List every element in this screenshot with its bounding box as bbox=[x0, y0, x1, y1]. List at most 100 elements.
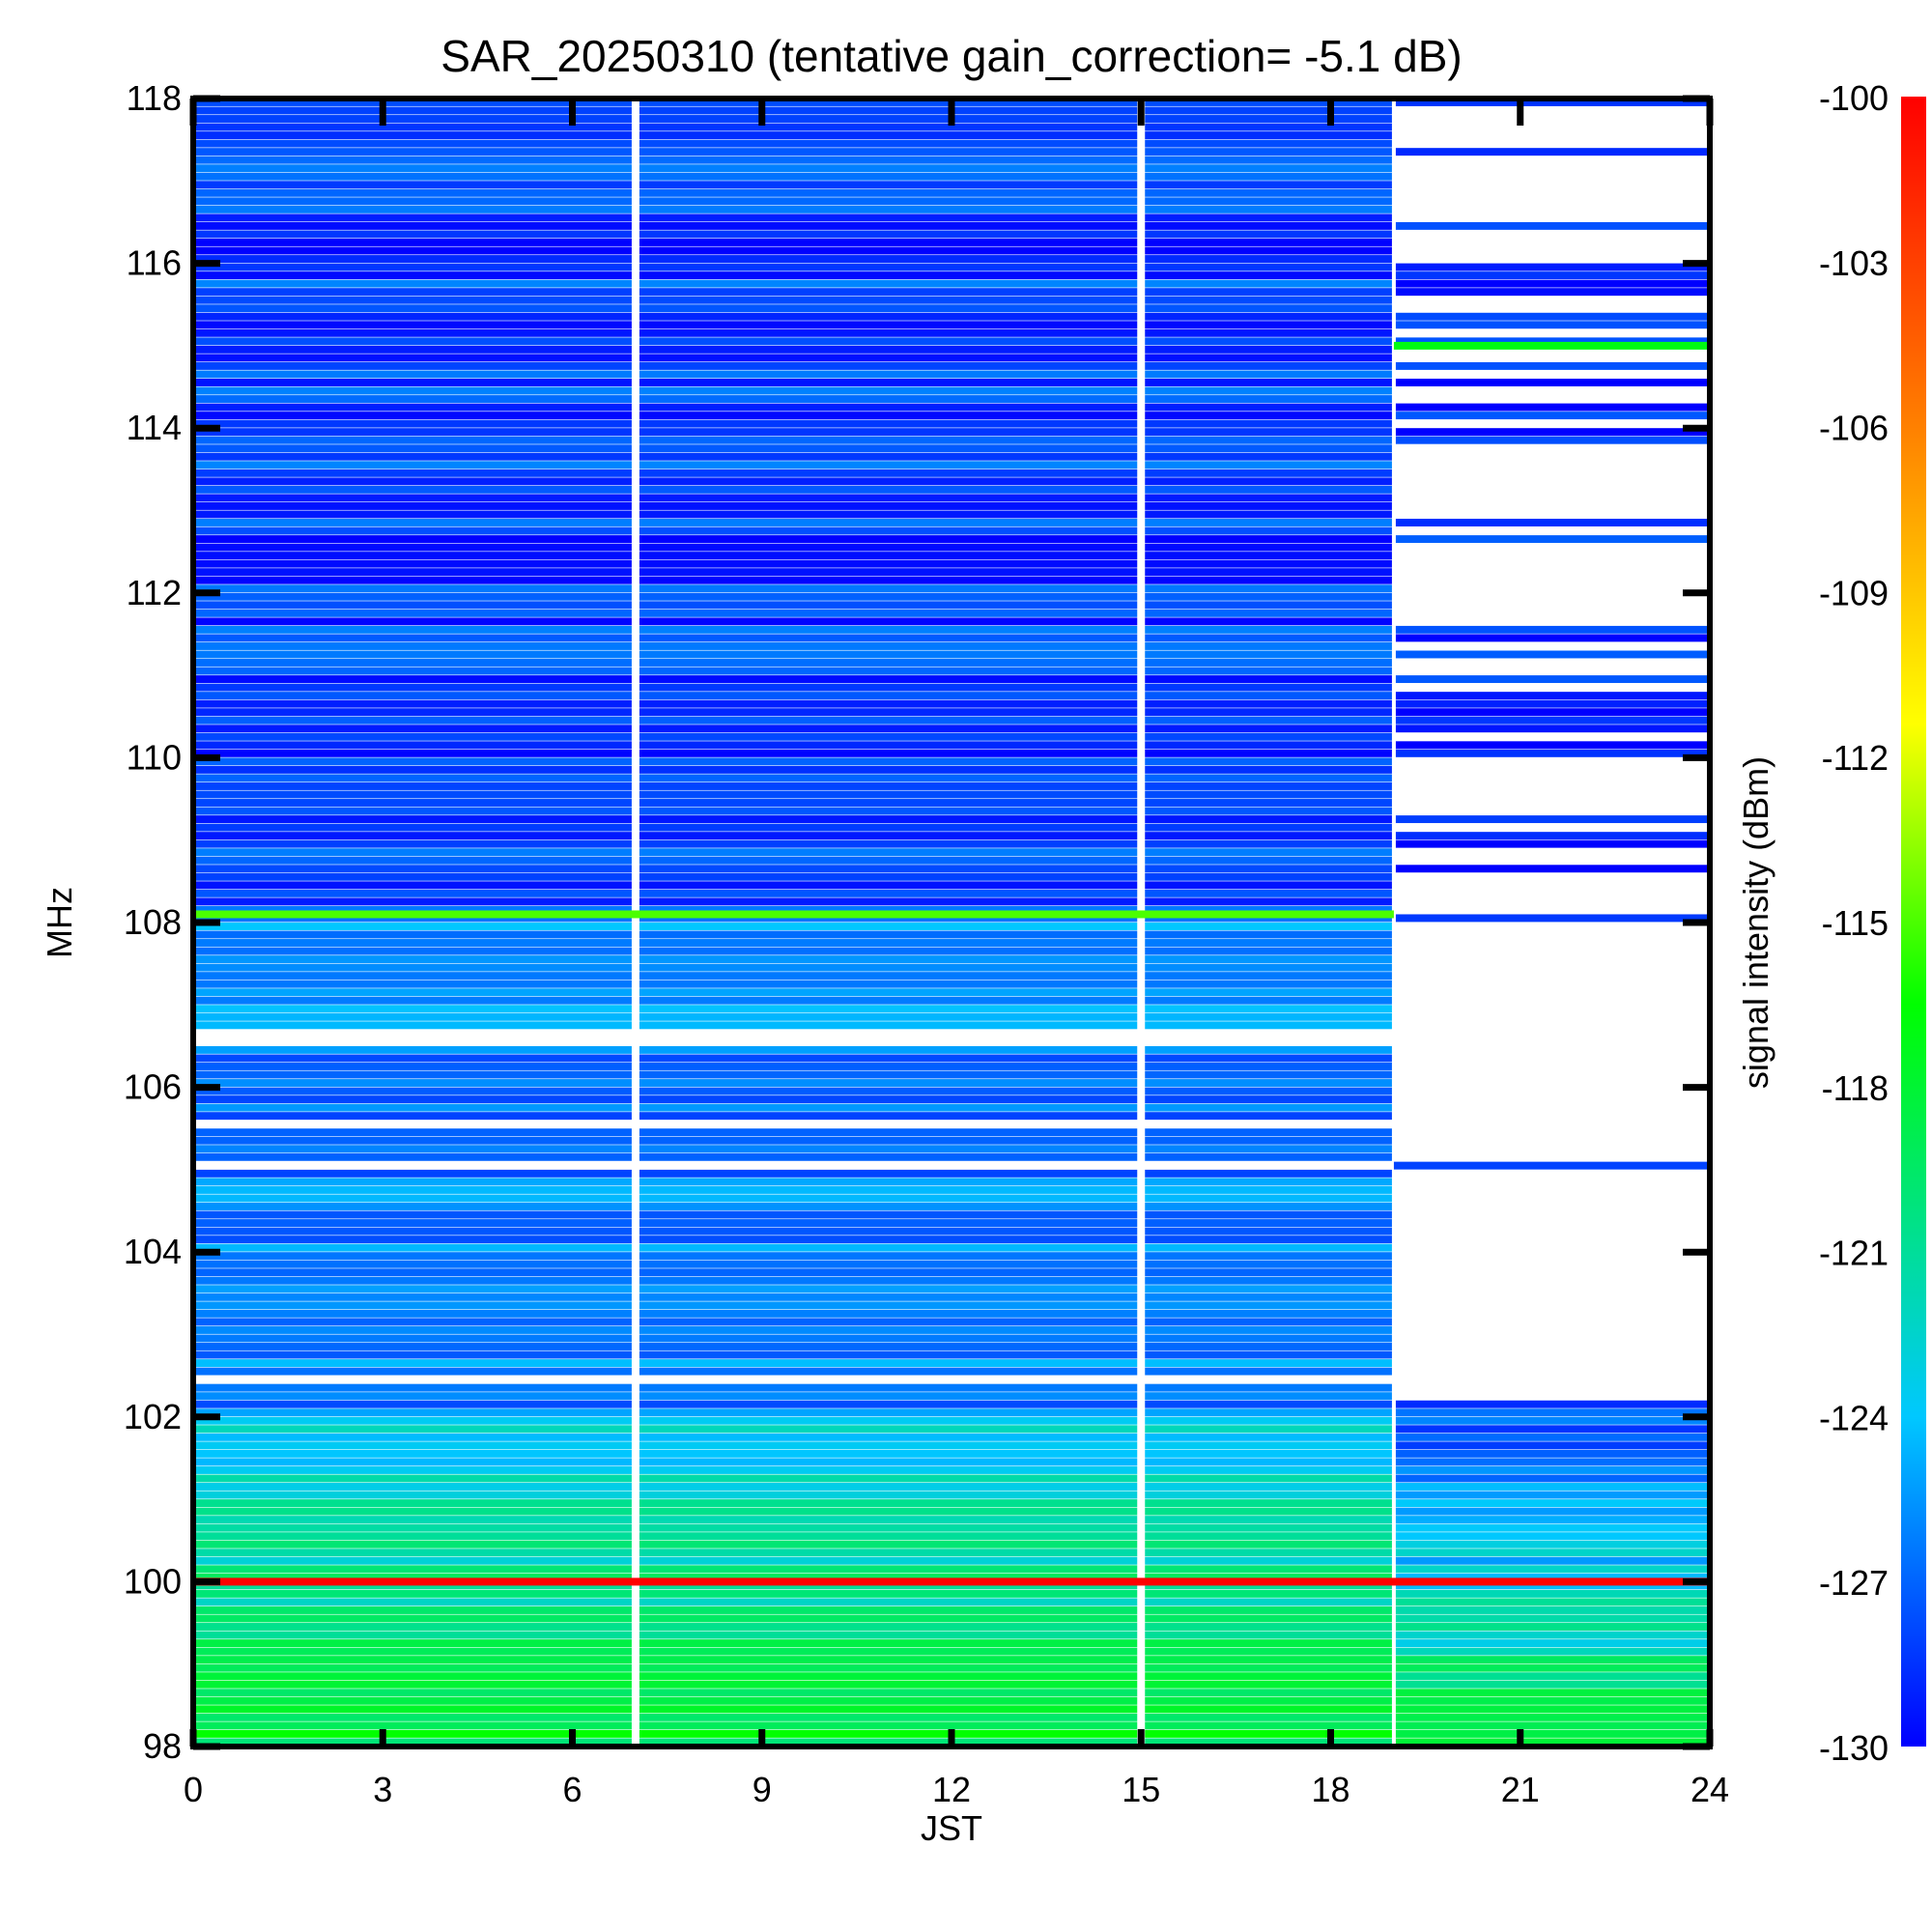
heat-band bbox=[1393, 1565, 1710, 1574]
x-tick-label: 3 bbox=[373, 1770, 392, 1809]
heat-band bbox=[1393, 1623, 1710, 1631]
heat-band bbox=[1393, 1416, 1710, 1425]
heat-band bbox=[1393, 1540, 1710, 1548]
heat-band bbox=[193, 1408, 1394, 1417]
heat-band bbox=[193, 221, 1394, 230]
heat-band bbox=[193, 807, 1394, 815]
heat-band bbox=[193, 1672, 1394, 1681]
signal-line bbox=[1393, 341, 1710, 350]
heat-band bbox=[193, 312, 1394, 321]
heat-band bbox=[1393, 271, 1710, 280]
heat-band bbox=[1393, 625, 1710, 634]
heat-band bbox=[193, 1729, 1394, 1738]
heat-band bbox=[193, 1689, 1394, 1697]
y-tick-label: 98 bbox=[143, 1726, 182, 1766]
heat-band bbox=[193, 526, 1394, 535]
heat-band bbox=[1393, 535, 1710, 544]
heat-band bbox=[193, 1696, 1394, 1705]
heat-band bbox=[193, 1260, 1394, 1268]
heat-band bbox=[193, 1392, 1394, 1401]
heat-band bbox=[193, 477, 1394, 486]
heat-band bbox=[193, 1441, 1394, 1450]
heat-band bbox=[1393, 1680, 1710, 1689]
heat-band bbox=[1393, 428, 1710, 437]
heat-band bbox=[193, 1145, 1394, 1153]
heat-band bbox=[193, 839, 1394, 848]
x-axis-label: JST bbox=[921, 1808, 982, 1848]
heat-band bbox=[193, 1367, 1394, 1376]
heat-band bbox=[193, 1095, 1394, 1104]
heat-band bbox=[1393, 708, 1710, 717]
heat-band bbox=[193, 749, 1394, 757]
heat-band bbox=[1393, 361, 1710, 370]
heat-band bbox=[193, 980, 1394, 988]
heat-band bbox=[193, 1252, 1394, 1261]
heat-band bbox=[193, 148, 1394, 156]
heat-band bbox=[193, 1210, 1394, 1219]
heat-band bbox=[193, 1136, 1394, 1145]
colorbar-tick-label: -109 bbox=[1819, 573, 1889, 612]
heat-band bbox=[193, 501, 1394, 510]
heat-band bbox=[193, 1243, 1394, 1252]
x-tick-label: 12 bbox=[932, 1770, 971, 1809]
heat-band bbox=[193, 955, 1394, 964]
heat-band bbox=[193, 625, 1394, 634]
heat-band bbox=[193, 1079, 1394, 1087]
heat-band bbox=[1393, 1696, 1710, 1705]
x-tick-label: 0 bbox=[184, 1770, 203, 1809]
x-tick-label: 21 bbox=[1501, 1770, 1540, 1809]
heat-band bbox=[193, 436, 1394, 444]
heat-band bbox=[193, 1639, 1394, 1648]
y-tick-label: 112 bbox=[127, 573, 182, 612]
heat-band bbox=[1393, 1400, 1710, 1408]
heat-band bbox=[193, 213, 1394, 222]
heat-band bbox=[193, 1631, 1394, 1639]
heat-band bbox=[1393, 1458, 1710, 1466]
heat-band bbox=[193, 345, 1394, 354]
heat-band bbox=[193, 708, 1394, 717]
heat-band bbox=[1393, 1589, 1710, 1598]
heat-band bbox=[193, 823, 1394, 832]
heat-band bbox=[193, 1433, 1394, 1441]
heat-band bbox=[193, 99, 1394, 106]
heat-band bbox=[193, 239, 1394, 246]
y-axis-label: MHz bbox=[40, 887, 79, 958]
heat-band bbox=[1393, 839, 1710, 848]
heat-band bbox=[1393, 1465, 1710, 1474]
heat-band bbox=[193, 1318, 1394, 1326]
heat-band bbox=[193, 379, 1394, 386]
heat-band bbox=[193, 832, 1394, 840]
heat-band bbox=[1393, 1433, 1710, 1441]
heat-band bbox=[193, 815, 1394, 824]
signal-line bbox=[193, 910, 1394, 919]
heat-band bbox=[193, 1589, 1394, 1598]
heat-band bbox=[1393, 634, 1710, 642]
heat-band bbox=[193, 1054, 1394, 1063]
heat-band bbox=[1393, 1491, 1710, 1499]
heat-band bbox=[193, 428, 1394, 437]
heat-band bbox=[193, 543, 1394, 552]
heat-band bbox=[193, 923, 1394, 930]
heatmap-area bbox=[193, 99, 1710, 1747]
heat-band bbox=[193, 386, 1394, 395]
heat-band bbox=[193, 156, 1394, 164]
heat-band bbox=[1393, 1474, 1710, 1483]
x-axis-ticks: 0 3 6 9 12 15 18 21 24 bbox=[184, 99, 1729, 1809]
heat-band bbox=[193, 1185, 1394, 1194]
heat-band bbox=[193, 123, 1394, 131]
heat-band bbox=[193, 996, 1394, 1005]
colorbar-tick-label: -100 bbox=[1819, 78, 1889, 118]
heat-band bbox=[193, 1070, 1394, 1079]
y-tick-label: 102 bbox=[124, 1397, 182, 1436]
heat-band bbox=[1393, 1672, 1710, 1681]
heat-band bbox=[193, 1103, 1394, 1112]
heat-band bbox=[193, 328, 1394, 337]
x-tick-label: 6 bbox=[562, 1770, 582, 1809]
heat-band bbox=[193, 1516, 1394, 1524]
heat-band bbox=[193, 1499, 1394, 1508]
y-tick-label: 114 bbox=[127, 408, 182, 447]
heat-band bbox=[1393, 412, 1710, 420]
heat-band bbox=[1393, 288, 1710, 297]
heat-band bbox=[1393, 1598, 1710, 1606]
heat-band bbox=[193, 1219, 1394, 1228]
